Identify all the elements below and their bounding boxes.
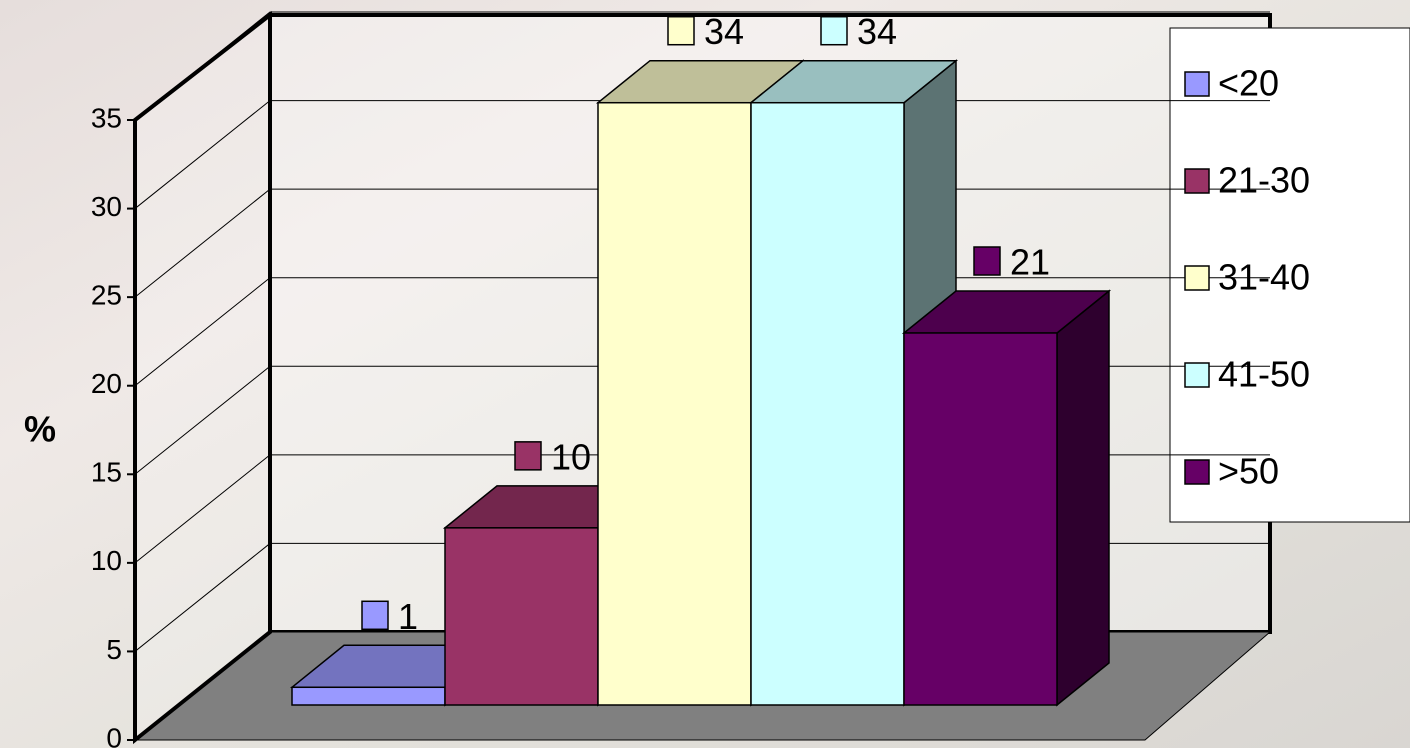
- bar-side: [1057, 291, 1109, 705]
- y-tick-label: 35: [91, 102, 122, 133]
- legend-label: >50: [1218, 451, 1279, 492]
- chart: % 0 5 10 15 20 25 30 35 1 10 34 34 21 <20 21-30 31-40 41…: [0, 0, 1410, 748]
- value-label: 1: [398, 596, 418, 637]
- value-label: 34: [704, 11, 744, 52]
- legend-key: [1185, 169, 1209, 193]
- y-axis-label: %: [24, 409, 56, 450]
- value-label-key: [821, 17, 847, 45]
- y-tick-label: 0: [106, 722, 122, 748]
- value-label: 10: [551, 436, 591, 477]
- bar: [904, 333, 1057, 705]
- legend-label: <20: [1218, 63, 1279, 104]
- y-tick-label: 30: [91, 191, 122, 222]
- y-tick-label: 20: [91, 368, 122, 399]
- legend-label: 31-40: [1218, 257, 1310, 298]
- legend-key: [1185, 72, 1209, 96]
- legend-key: [1185, 460, 1209, 484]
- bar: [598, 103, 751, 705]
- value-label-key: [974, 247, 1000, 275]
- legend-key: [1185, 363, 1209, 387]
- y-tick-label: 15: [91, 457, 122, 488]
- value-label: 21: [1010, 242, 1050, 283]
- value-label-key: [362, 601, 388, 629]
- value-label: 34: [857, 11, 897, 52]
- y-tick-label: 10: [91, 545, 122, 576]
- y-tick-label: 25: [91, 280, 122, 311]
- value-label-key: [515, 442, 541, 470]
- bar: [445, 528, 598, 705]
- y-tick-label: 5: [106, 634, 122, 665]
- legend-key: [1185, 266, 1209, 290]
- legend-label: 41-50: [1218, 354, 1310, 395]
- legend-label: 21-30: [1218, 160, 1310, 201]
- value-label-key: [668, 17, 694, 45]
- bar: [751, 103, 904, 705]
- side-wall: [135, 15, 270, 740]
- bar: [292, 687, 445, 705]
